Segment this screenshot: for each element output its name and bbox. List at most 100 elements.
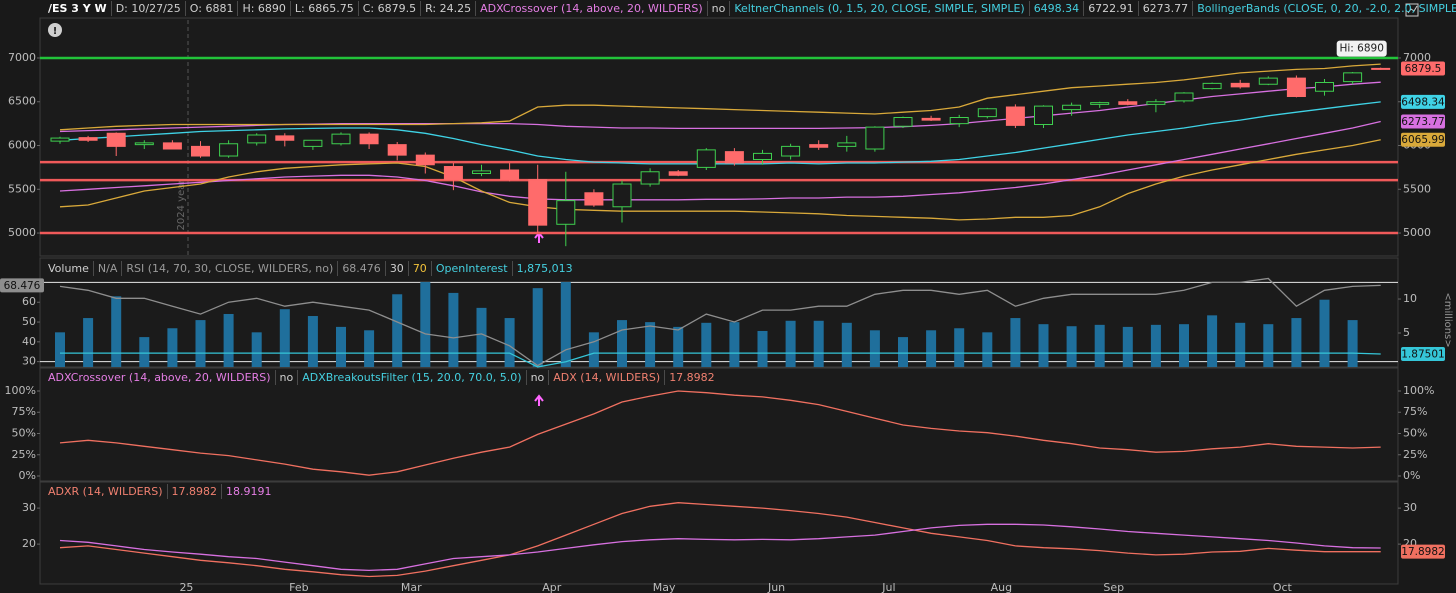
volume-bar <box>476 307 487 367</box>
price-header: /ES 3 Y W D: 10/27/25 O: 6881 H: 6890 L:… <box>44 1 1456 16</box>
candle-body <box>921 117 941 121</box>
candle-body <box>668 171 688 176</box>
candle-body <box>837 142 857 147</box>
tick-label: 25% <box>12 448 36 461</box>
candle-body <box>1258 77 1278 85</box>
candle-body <box>191 145 210 157</box>
tick-label: 30 <box>1403 501 1417 514</box>
study-value: 17.8982 <box>669 371 715 384</box>
study-name[interactable]: OpenInterest <box>432 261 513 276</box>
study-name[interactable]: RSI (14, 70, 30, CLOSE, WILDERS, no) <box>122 261 339 276</box>
tick-label: 7000 <box>1403 51 1431 64</box>
x-tick-label: May <box>653 581 676 593</box>
study-name[interactable]: BollingerBands (CLOSE, 0, 20, -2.0, 2.0,… <box>1193 1 1456 16</box>
value-badge <box>1401 346 1445 361</box>
study-name[interactable]: KeltnerChannels (0, 1.5, 20, CLOSE, SIMP… <box>730 1 1030 16</box>
candle-body <box>528 179 548 226</box>
x-tick-label: Apr <box>542 581 562 593</box>
candle-body <box>106 132 126 147</box>
study-value: 30 <box>386 261 409 276</box>
volume-bar <box>588 332 599 367</box>
signal-arrow <box>534 394 544 406</box>
value-badge <box>1401 132 1445 147</box>
volume-bar <box>1150 324 1161 367</box>
candle-body <box>1034 105 1053 126</box>
volume-bar <box>560 282 571 367</box>
tick-label: 25% <box>1403 448 1427 461</box>
series-line <box>59 63 1381 131</box>
series-line <box>59 101 1381 165</box>
value-badge <box>0 278 44 293</box>
candle-body <box>1174 92 1194 102</box>
study-name[interactable]: ADX (14, WILDERS) <box>549 370 666 385</box>
header-item: C: 6879.5 <box>359 1 422 16</box>
study-name[interactable]: ADXR (14, WILDERS) <box>44 484 168 499</box>
value-badge-label: 1.87501 <box>1401 348 1444 360</box>
header-item: R: 24.25 <box>421 1 477 16</box>
tick-label: 60 <box>22 295 36 308</box>
volume-bar <box>841 322 852 367</box>
candle-body <box>556 200 576 225</box>
volume-bar <box>645 322 656 367</box>
header-item: O: 6881 <box>186 1 239 16</box>
volume-bar <box>1094 324 1105 367</box>
candle-body <box>500 169 520 181</box>
tick-label: 30 <box>22 355 36 368</box>
high-callout <box>1336 40 1387 57</box>
x-tick-label: Mar <box>401 581 422 593</box>
alert-icon[interactable] <box>48 23 62 37</box>
study-name[interactable]: ADXCrossover (14, above, 20, WILDERS) <box>476 1 708 16</box>
value-badge-label: 6879.5 <box>1405 63 1442 75</box>
candle-body <box>219 143 239 157</box>
candle-body <box>387 144 407 156</box>
volume-bar <box>1207 315 1218 367</box>
candle-body <box>1062 104 1082 111</box>
tick-label: 5000 <box>1403 226 1431 239</box>
series-line <box>59 277 1381 367</box>
volume-bar <box>532 288 543 367</box>
candle-body <box>1118 101 1138 105</box>
study-value: 6273.77 <box>1139 1 1194 16</box>
high-callout-label: Hi: 6890 <box>1339 43 1383 55</box>
study-name[interactable]: ADXCrossover (14, above, 20, WILDERS) <box>44 370 276 385</box>
x-tick-label: Sep <box>1103 581 1124 593</box>
volume-bar <box>307 316 318 367</box>
volume-bar <box>617 320 627 367</box>
volume-header: Volume N/A RSI (14, 70, 30, CLOSE, WILDE… <box>44 261 577 276</box>
candle-body <box>781 145 801 157</box>
volume-bar <box>898 337 908 367</box>
tick-label: 100% <box>5 384 36 397</box>
candle-body <box>359 133 379 145</box>
study-value: 6722.91 <box>1084 1 1139 16</box>
study-value: 70 <box>409 261 432 276</box>
candle-body <box>724 151 744 164</box>
volume-bar <box>1179 324 1189 367</box>
volume-bar <box>336 326 346 367</box>
volume-bar <box>111 296 122 367</box>
candle-body <box>1202 82 1222 90</box>
volume-bar <box>279 309 290 367</box>
settings-icon[interactable] <box>1405 3 1419 17</box>
x-tick-label: Jun <box>767 581 785 593</box>
volume-bar <box>448 292 459 367</box>
volume-bar <box>1010 318 1021 367</box>
tick-label: 5500 <box>1403 182 1431 195</box>
study-name[interactable]: Volume <box>44 261 94 276</box>
symbol[interactable]: /ES 3 Y W <box>44 1 112 16</box>
volume-bar <box>1291 318 1302 367</box>
candle-body <box>247 134 267 144</box>
value-badge <box>1401 94 1445 109</box>
candle-body <box>50 137 70 142</box>
volume-bar <box>729 322 740 367</box>
tick-label: 50 <box>22 315 36 328</box>
header-item: D: 10/27/25 <box>112 1 186 16</box>
study-name[interactable]: ADXBreakoutsFilter (15, 20.0, 70.0, 5.0) <box>298 370 527 385</box>
candle-body <box>1146 101 1166 105</box>
volume-bar <box>785 320 796 367</box>
header-item: H: 6890 <box>238 1 291 16</box>
value-badge-label: 6065.99 <box>1401 134 1444 146</box>
study-value: no <box>708 1 731 16</box>
candle-body <box>415 154 435 166</box>
volume-bar <box>1122 326 1133 367</box>
